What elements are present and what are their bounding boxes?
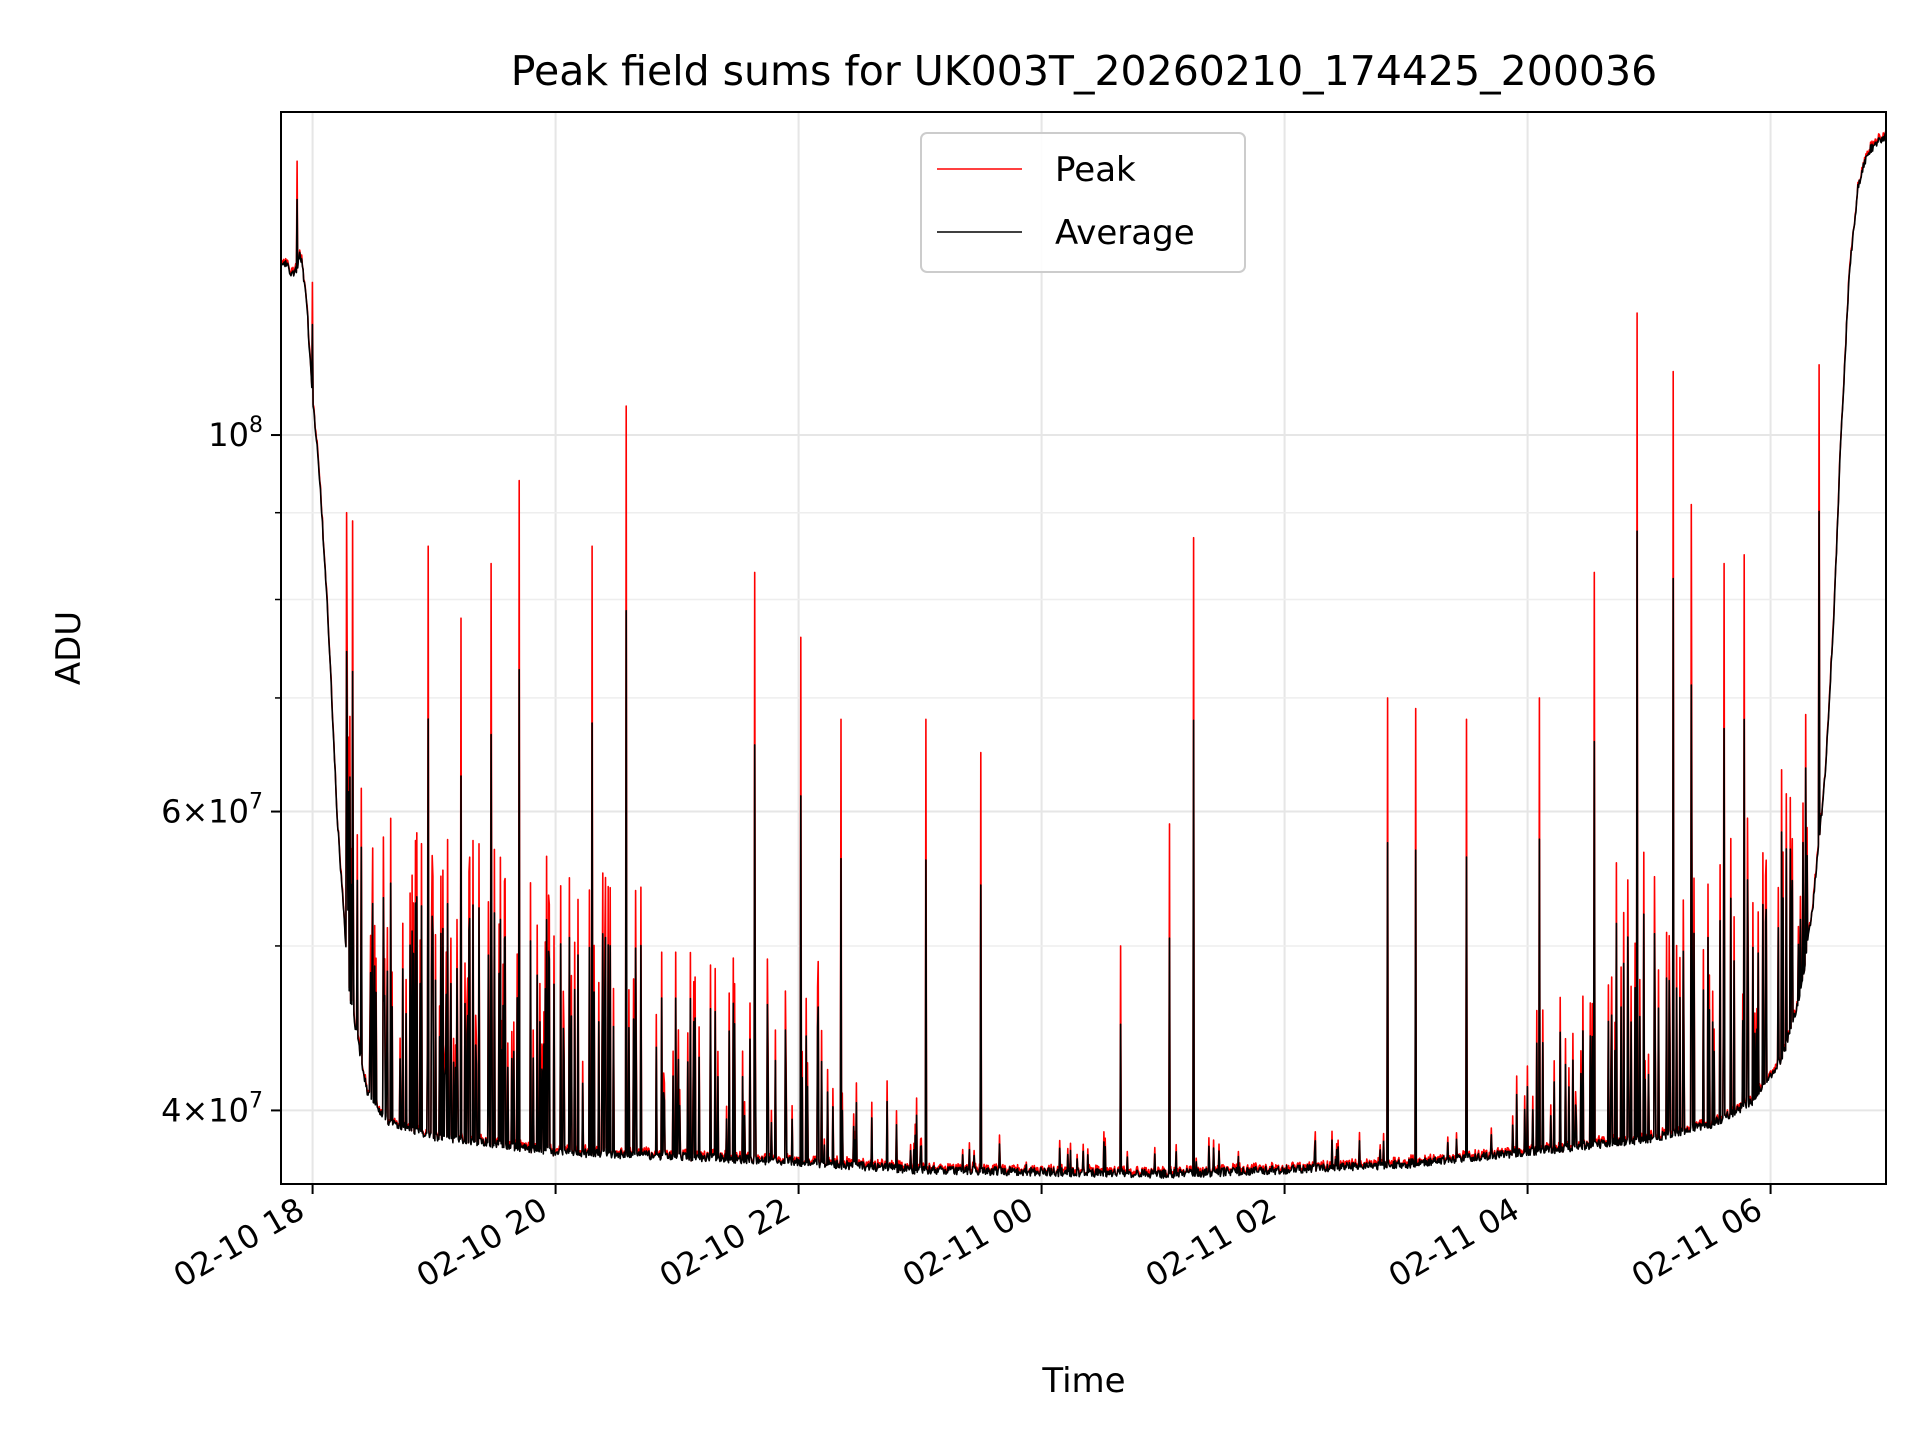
y-tick-label: 6×107: [161, 790, 263, 831]
plot-lines: [281, 130, 1886, 1179]
y-tick-label: 4×107: [161, 1088, 263, 1129]
y-axis-label: ADU: [49, 611, 89, 685]
chart-title: Peak field sums for UK003T_20260210_1744…: [511, 47, 1657, 95]
legend-box: [920, 132, 1246, 273]
x-axis-label: Time: [1041, 1361, 1125, 1401]
legend-peak-label: Peak: [1055, 150, 1136, 190]
series-average-line: [281, 131, 1886, 1179]
legend: Peak Average: [920, 132, 1246, 273]
legend-average-label: Average: [1055, 213, 1195, 253]
plot-frame: [280, 111, 1887, 1185]
